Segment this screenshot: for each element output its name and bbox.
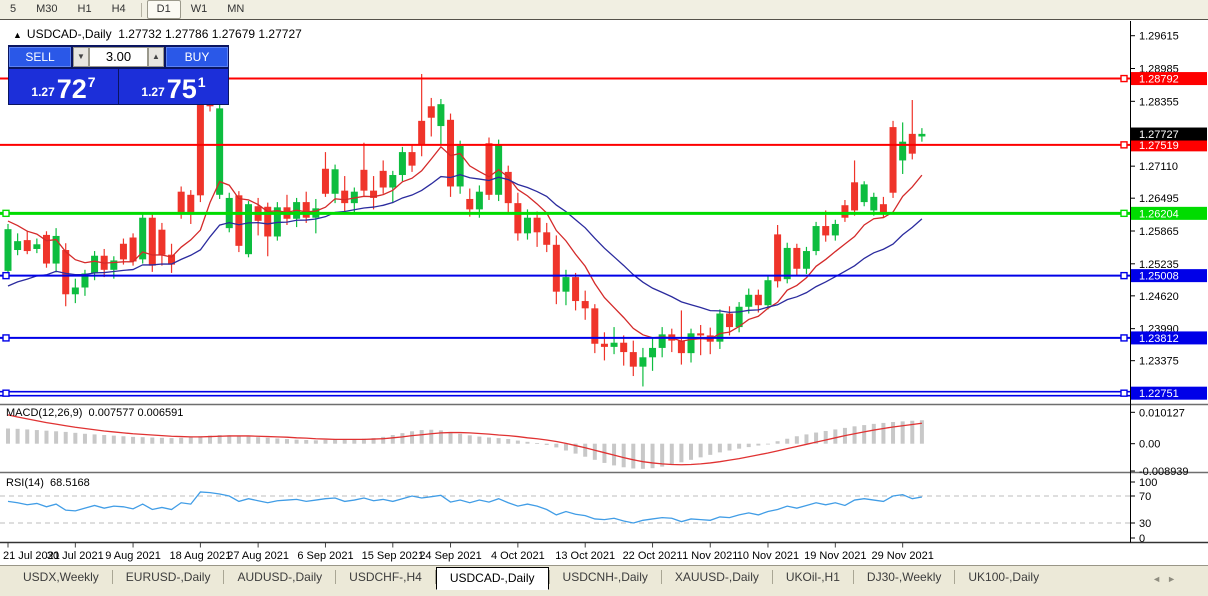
toolbar-separator: [140, 2, 142, 17]
period-button-h4[interactable]: H4: [111, 3, 126, 15]
tab-separator: [954, 570, 956, 584]
volume-input[interactable]: 3.00: [89, 47, 148, 67]
sell-price-sup: 7: [87, 74, 96, 90]
svg-text:0.00: 0.00: [1139, 439, 1160, 451]
chart-tab-usdcnh-daily[interactable]: USDCNH-,Daily: [562, 570, 648, 584]
svg-text:30 Jul 2021: 30 Jul 2021: [47, 550, 104, 562]
svg-text:1.28792: 1.28792: [1139, 74, 1179, 86]
svg-text:1.24620: 1.24620: [1139, 291, 1179, 303]
svg-text:1.28355: 1.28355: [1139, 96, 1179, 108]
period-button-h1[interactable]: H1: [77, 3, 92, 15]
svg-text:6 Sep 2021: 6 Sep 2021: [297, 550, 353, 562]
svg-text:-0.008939: -0.008939: [1139, 466, 1189, 478]
tab-separator: [548, 570, 550, 584]
chart-tab-bar: USDX,Weekly EURUSD-,Daily AUDUSD-,Daily USD…: [0, 565, 1208, 596]
chart-tab-audusd-daily[interactable]: AUDUSD-,Daily: [237, 570, 323, 584]
period-toolbar: 5 M30 H1 H4 D1 W1 MN: [0, 0, 1208, 20]
tab-scroll-arrows: ◄►: [1152, 574, 1182, 584]
tab-separator: [223, 570, 225, 584]
one-click-trade-panel: SELL ▼ 3.00 ▲ BUY 1.27 72 7 1.27 75 1: [8, 45, 229, 105]
tab-separator: [335, 570, 337, 584]
svg-text:1.26495: 1.26495: [1139, 193, 1179, 205]
macd-values: 0.007577 0.006591: [88, 407, 184, 419]
tab-scroll-left-icon[interactable]: ◄: [1152, 574, 1168, 584]
svg-text:27 Aug 2021: 27 Aug 2021: [227, 550, 289, 562]
svg-text:22 Oct 2021: 22 Oct 2021: [623, 550, 683, 562]
rsi-name: RSI(14): [6, 477, 44, 489]
sell-quote[interactable]: 1.27 72 7: [9, 69, 118, 104]
collapse-arrow-icon[interactable]: ▲: [13, 30, 22, 40]
chart-tab-ukoil-h1[interactable]: UKOil-,H1: [785, 570, 840, 584]
buy-button[interactable]: BUY: [166, 47, 228, 67]
svg-text:18 Aug 2021: 18 Aug 2021: [170, 550, 232, 562]
svg-text:1 Nov 2021: 1 Nov 2021: [682, 550, 738, 562]
tab-scroll-right-icon[interactable]: ►: [1167, 574, 1182, 584]
chart-tab-usdx-weekly[interactable]: USDX,Weekly: [23, 570, 99, 584]
svg-text:1.25865: 1.25865: [1139, 226, 1179, 238]
chart-ohlc-values: 1.27732 1.27786 1.27679 1.27727: [118, 27, 302, 41]
tab-separator: [434, 570, 436, 584]
svg-text:29 Nov 2021: 29 Nov 2021: [871, 550, 933, 562]
svg-text:30: 30: [1139, 518, 1151, 530]
svg-text:1.22751: 1.22751: [1139, 388, 1179, 400]
svg-text:1.27110: 1.27110: [1139, 161, 1178, 173]
svg-text:0.010127: 0.010127: [1139, 407, 1185, 419]
svg-text:10 Nov 2021: 10 Nov 2021: [737, 550, 799, 562]
chart-tab-xauusd-daily[interactable]: XAUUSD-,Daily: [674, 570, 759, 584]
sell-button[interactable]: SELL: [9, 47, 71, 67]
buy-quote[interactable]: 1.27 75 1: [119, 69, 228, 104]
svg-text:1.27727: 1.27727: [1139, 129, 1179, 141]
svg-text:4 Oct 2021: 4 Oct 2021: [491, 550, 545, 562]
buy-price-big: 75: [166, 74, 197, 104]
svg-text:1.25008: 1.25008: [1139, 271, 1179, 283]
chart-tab-dj30-weekly[interactable]: DJ30-,Weekly: [866, 570, 942, 584]
volume-increase-button[interactable]: ▲: [148, 47, 164, 67]
svg-text:1.27519: 1.27519: [1139, 140, 1179, 152]
volume-decrease-button[interactable]: ▼: [73, 47, 89, 67]
volume-stepper: ▼ 3.00 ▲: [73, 47, 164, 67]
tab-separator: [660, 570, 662, 584]
svg-text:24 Sep 2021: 24 Sep 2021: [419, 550, 481, 562]
chart-tab-eurusd-daily[interactable]: EURUSD-,Daily: [125, 570, 211, 584]
chart-window: 1.29615 1.28985 1.28355 1.27110 1.26495 1.258…: [0, 19, 1208, 567]
sell-price-prefix: 1.27: [31, 85, 55, 99]
period-button-mn[interactable]: MN: [227, 3, 245, 15]
macd-name: MACD(12,26,9): [6, 407, 83, 419]
period-button-m30[interactable]: M30: [36, 3, 58, 15]
chart-tab-usdchf-h4[interactable]: USDCHF-,H4: [349, 570, 422, 584]
period-button-5[interactable]: 5: [10, 3, 17, 15]
chart-symbol-label: USDCAD-,Daily: [26, 27, 112, 41]
buy-price-prefix: 1.27: [141, 85, 165, 99]
svg-text:100: 100: [1139, 477, 1157, 489]
svg-text:19 Nov 2021: 19 Nov 2021: [804, 550, 866, 562]
svg-text:13 Oct 2021: 13 Oct 2021: [555, 550, 615, 562]
svg-text:0: 0: [1139, 533, 1145, 545]
tab-separator: [111, 570, 113, 584]
buy-price-sup: 1: [197, 74, 206, 90]
svg-text:9 Aug 2021: 9 Aug 2021: [105, 550, 161, 562]
svg-text:1.29615: 1.29615: [1139, 31, 1179, 43]
period-button-d1[interactable]: D1: [146, 0, 181, 19]
rsi-value: 68.5168: [50, 477, 90, 489]
macd-indicator-label: MACD(12,26,9) 0.007577 0.006591: [6, 407, 183, 419]
svg-text:1.26204: 1.26204: [1139, 208, 1179, 220]
svg-text:1.23812: 1.23812: [1139, 333, 1179, 345]
rsi-indicator-label: RSI(14) 68.5168: [6, 477, 90, 489]
svg-text:21 Jul 2021: 21 Jul 2021: [3, 550, 60, 562]
svg-text:1.25235: 1.25235: [1139, 259, 1179, 271]
tab-separator: [771, 570, 773, 584]
svg-text:70: 70: [1139, 491, 1151, 503]
svg-text:1.23375: 1.23375: [1139, 356, 1179, 368]
chart-tab-uk100-daily[interactable]: UK100-,Daily: [968, 570, 1040, 584]
sell-price-big: 72: [56, 74, 87, 104]
tab-separator: [852, 570, 854, 584]
chart-title: ▲ USDCAD-,Daily 1.27732 1.27786 1.27679 1…: [13, 27, 302, 41]
period-button-w1[interactable]: W1: [190, 3, 208, 15]
svg-text:15 Sep 2021: 15 Sep 2021: [362, 550, 424, 562]
chart-tab-usdcad-daily[interactable]: USDCAD-,Daily: [435, 567, 549, 590]
